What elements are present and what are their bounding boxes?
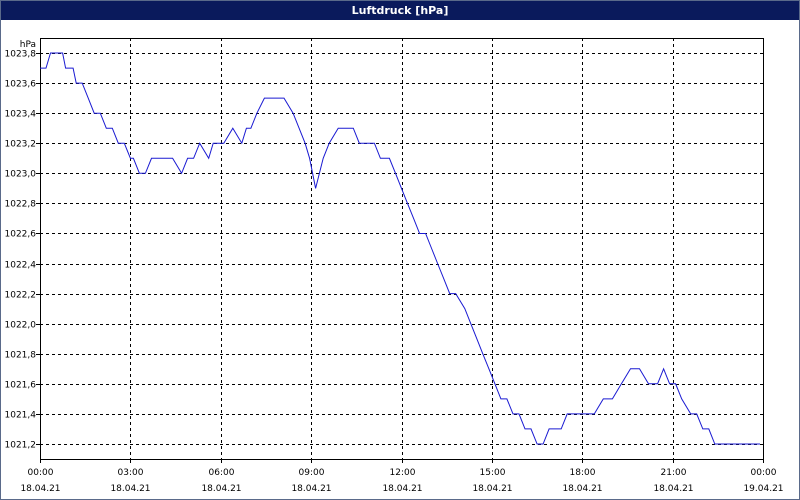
x-tick-date: 18.04.21 (20, 484, 60, 494)
x-tick-date: 18.04.21 (201, 484, 241, 494)
y-tick-label: 1023,4 (5, 110, 37, 120)
y-tick-label: 1023,0 (5, 170, 37, 180)
series-line-pressure (40, 52, 760, 445)
x-tick-date: 18.04.21 (562, 484, 602, 494)
y-tick-label: 1021,2 (5, 441, 37, 451)
x-tick-time: 00:00 (751, 468, 777, 478)
y-tick-label: 1022,6 (5, 230, 37, 240)
y-axis-label: hPa (20, 40, 36, 50)
x-tick-date: 18.04.21 (472, 484, 512, 494)
y-tick-label: 1022,4 (5, 261, 37, 271)
x-tick-time: 15:00 (480, 468, 506, 478)
y-tick-label: 1023,6 (5, 80, 37, 90)
x-tick-time: 12:00 (390, 468, 416, 478)
x-tick-time: 00:00 (28, 468, 54, 478)
x-axis: 00:00 18.04.21 03:00 18.04.21 06:00 18.04.21 0… (20, 459, 784, 494)
y-tick-label: 1022,8 (5, 200, 37, 210)
y-tick-label: 1023,2 (5, 140, 37, 150)
x-tick-date: 18.04.21 (110, 484, 150, 494)
y-tick-label: 1022,2 (5, 291, 37, 301)
y-tick-label: 1021,4 (5, 411, 37, 421)
x-tick-date: 18.04.21 (291, 484, 331, 494)
y-tick-label: 1021,6 (5, 381, 37, 391)
x-tick-date: 18.04.21 (382, 484, 422, 494)
y-tick-label: 1022,0 (5, 321, 37, 331)
x-tick-time: 09:00 (299, 468, 325, 478)
x-tick-date: 19.04.21 (743, 484, 783, 494)
grid-lines (40, 38, 763, 459)
x-tick-time: 18:00 (570, 468, 596, 478)
x-tick-time: 06:00 (209, 468, 235, 478)
y-tick-label: 1021,8 (5, 351, 37, 361)
y-tick-label: 1023,8 (5, 50, 37, 60)
y-axis: 1021,2 1021,4 1021,6 1021,8 1022,0 1022,2 1022… (5, 50, 40, 451)
chart-title: Luftdruck [hPa] (1, 1, 799, 20)
x-tick-time: 03:00 (118, 468, 144, 478)
x-tick-date: 18.04.21 (653, 484, 693, 494)
x-tick-time: 21:00 (661, 468, 687, 478)
